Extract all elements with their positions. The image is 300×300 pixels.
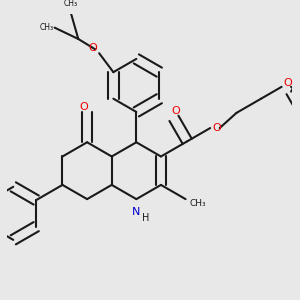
Text: O: O xyxy=(284,78,292,88)
Text: CH₃: CH₃ xyxy=(190,200,206,208)
Text: O: O xyxy=(79,102,88,112)
Text: O: O xyxy=(172,106,180,116)
Text: CH₃: CH₃ xyxy=(64,0,78,8)
Text: O: O xyxy=(212,123,221,133)
Text: N: N xyxy=(132,207,140,218)
Text: H: H xyxy=(142,213,149,223)
Text: CH₃: CH₃ xyxy=(40,23,54,32)
Text: O: O xyxy=(88,43,97,52)
